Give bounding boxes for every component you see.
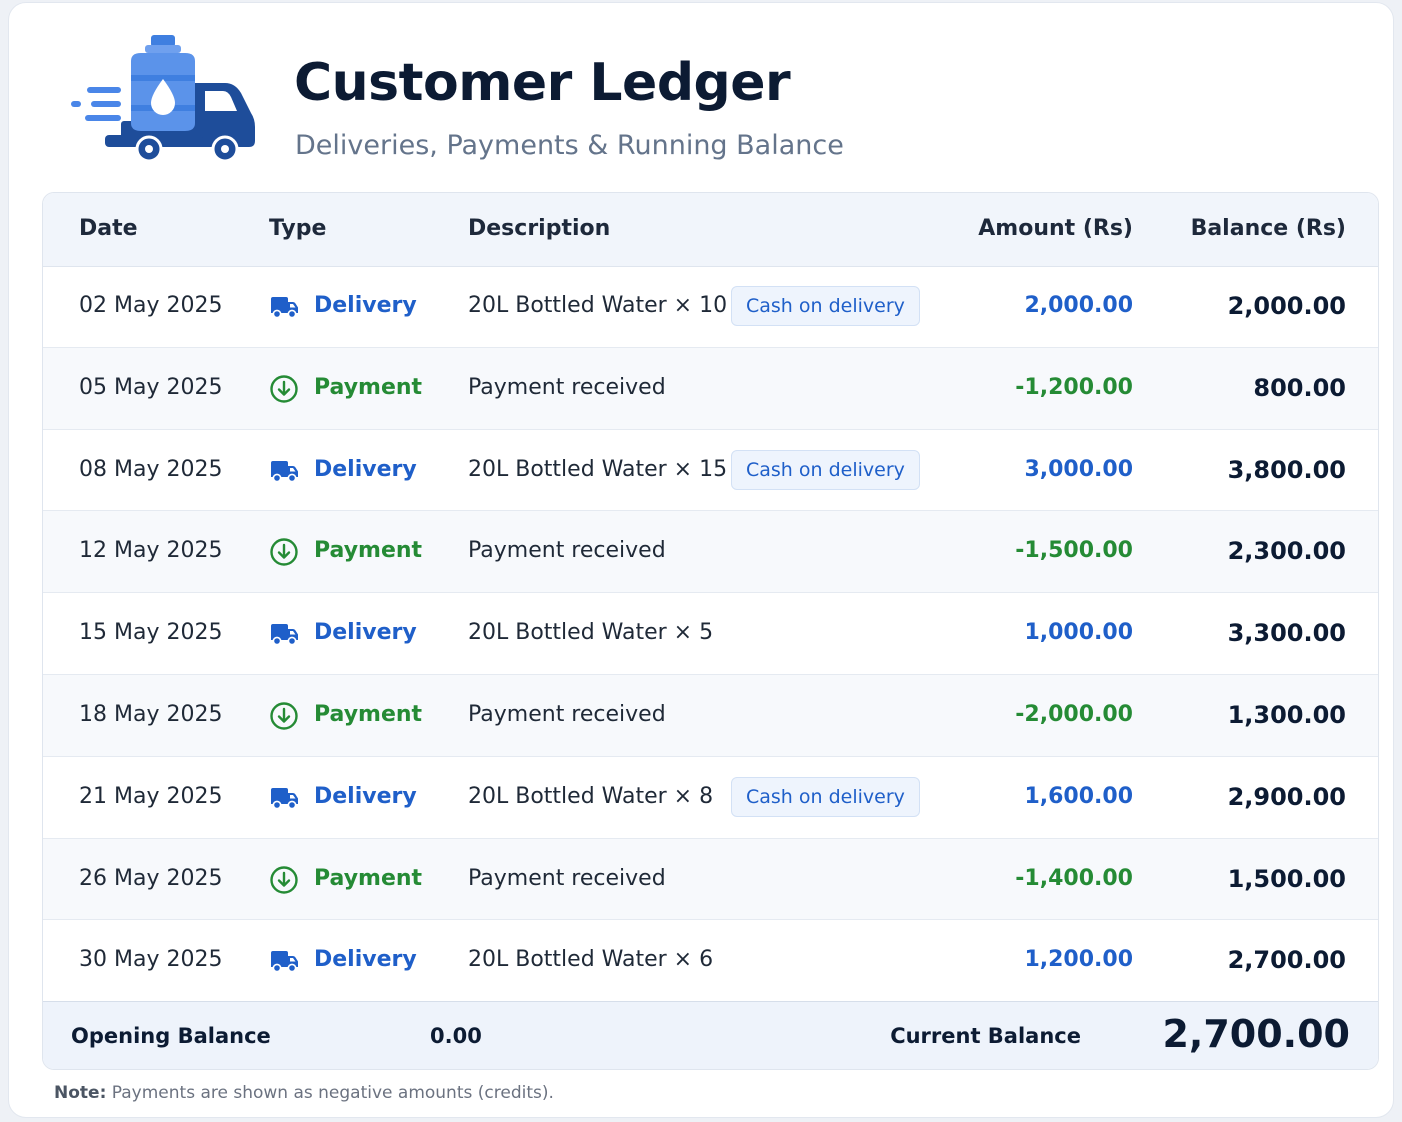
row-date: 26 May 2025	[79, 865, 223, 891]
truck-icon	[269, 946, 299, 974]
payment-received-icon	[269, 865, 299, 894]
row-description: 20L Bottled Water × 6	[468, 947, 714, 973]
payment-received-icon	[269, 701, 299, 730]
row-balance: 2,000.00	[1227, 292, 1346, 320]
row-type: Delivery	[314, 293, 417, 318]
column-header-amount[interactable]: Amount (Rs)	[978, 216, 1133, 241]
payment-received-icon	[269, 374, 299, 403]
table-body: 02 May 2025 Delivery 20L Bottled Water × 1…	[43, 266, 1378, 1003]
row-balance: 2,700.00	[1227, 946, 1346, 975]
row-type: Payment	[314, 701, 423, 727]
row-type: Payment	[314, 865, 423, 891]
ledger-card: Customer Ledger Deliveries, Payments & R…	[8, 2, 1394, 1118]
table-row[interactable]: 02 May 2025 Delivery 20L Bottled Water × 1…	[43, 266, 1378, 348]
row-date: 30 May 2025	[79, 947, 223, 973]
row-date: 08 May 2025	[79, 456, 223, 482]
table-row[interactable]: 30 May 2025 Delivery 20L Bottled Water × 6…	[43, 920, 1378, 1003]
row-amount: 1,600.00	[1024, 783, 1133, 809]
row-balance: 3,300.00	[1227, 619, 1346, 648]
row-balance: 2,900.00	[1227, 782, 1346, 811]
column-header-type[interactable]: Type	[269, 216, 327, 241]
row-amount: -1,500.00	[1015, 538, 1133, 564]
row-date: 05 May 2025	[79, 374, 223, 400]
table-row[interactable]: 21 May 2025 Delivery 20L Bottled Water × 8…	[43, 757, 1378, 839]
row-amount: -2,000.00	[1015, 701, 1133, 727]
payment-received-icon	[269, 537, 299, 567]
row-type: Delivery	[314, 456, 417, 482]
row-date: 21 May 2025	[79, 783, 223, 809]
cash-on-delivery-badge: Cash on delivery	[731, 776, 920, 817]
row-description: 20L Bottled Water × 10	[468, 293, 728, 318]
table-row[interactable]: 12 May 2025 Payment Payment received -1,500…	[43, 511, 1378, 594]
truck-icon	[269, 783, 299, 811]
page-subtitle: Deliveries, Payments & Running Balance	[295, 130, 844, 161]
opening-balance-label: Opening Balance	[71, 1024, 271, 1048]
truck-icon	[269, 619, 299, 647]
current-balance-value: 2,700.00	[1162, 1012, 1350, 1056]
ledger-table: Date Type Description Amount (Rs) Balanc…	[42, 192, 1379, 1070]
row-balance: 800.00	[1253, 373, 1346, 402]
row-balance: 1,500.00	[1227, 864, 1346, 893]
cash-on-delivery-badge: Cash on delivery	[731, 286, 920, 326]
truck-icon	[269, 456, 299, 484]
row-description: Payment received	[468, 865, 666, 891]
row-description: Payment received	[468, 374, 666, 400]
column-header-description[interactable]: Description	[468, 216, 611, 241]
footnote-text: Payments are shown as negative amounts (…	[106, 1083, 554, 1103]
row-date: 15 May 2025	[79, 620, 223, 646]
column-header-date[interactable]: Date	[79, 216, 138, 241]
footnote-label: Note:	[54, 1083, 107, 1103]
row-description: 20L Bottled Water × 8	[468, 783, 714, 809]
row-date: 18 May 2025	[79, 701, 223, 727]
row-amount: 3,000.00	[1024, 456, 1133, 482]
row-amount: -1,200.00	[1015, 374, 1133, 400]
row-balance: 3,800.00	[1227, 455, 1346, 484]
row-type: Payment	[314, 374, 423, 400]
truck-icon	[269, 292, 299, 320]
water-delivery-truck-icon	[71, 35, 255, 163]
row-balance: 1,300.00	[1227, 700, 1346, 729]
row-balance: 2,300.00	[1227, 537, 1346, 566]
page-title: Customer Ledger	[294, 53, 791, 113]
row-amount: 2,000.00	[1024, 293, 1133, 318]
opening-balance-value: 0.00	[430, 1024, 482, 1048]
row-type: Payment	[314, 538, 423, 564]
row-amount: 1,200.00	[1024, 947, 1133, 973]
row-type: Delivery	[314, 783, 417, 809]
row-description: 20L Bottled Water × 5	[468, 620, 714, 646]
table-row[interactable]: 08 May 2025 Delivery 20L Bottled Water × 1…	[43, 430, 1378, 512]
row-amount: -1,400.00	[1015, 865, 1133, 891]
footnote: Note: Payments are shown as negative amo…	[54, 1083, 554, 1103]
table-footer: Opening Balance 0.00 Current Balance 2,7…	[43, 1001, 1378, 1069]
table-row[interactable]: 15 May 2025 Delivery 20L Bottled Water × 5…	[43, 593, 1378, 675]
row-description: Payment received	[468, 701, 666, 727]
row-amount: 1,000.00	[1024, 620, 1133, 646]
row-date: 12 May 2025	[79, 538, 223, 564]
row-description: Payment received	[468, 538, 666, 564]
table-row[interactable]: 26 May 2025 Payment Payment received -1,400…	[43, 838, 1378, 921]
table-row[interactable]: 18 May 2025 Payment Payment received -2,000…	[43, 674, 1378, 757]
cash-on-delivery-badge: Cash on delivery	[731, 449, 920, 490]
row-date: 02 May 2025	[79, 293, 223, 318]
table-row[interactable]: 05 May 2025 Payment Payment received -1,200…	[43, 347, 1378, 430]
current-balance-label: Current Balance	[890, 1024, 1081, 1048]
table-header: Date Type Description Amount (Rs) Balanc…	[43, 193, 1378, 267]
row-description: 20L Bottled Water × 15	[468, 456, 728, 482]
row-type: Delivery	[314, 620, 417, 646]
row-type: Delivery	[314, 947, 417, 973]
column-header-balance[interactable]: Balance (Rs)	[1190, 216, 1346, 241]
